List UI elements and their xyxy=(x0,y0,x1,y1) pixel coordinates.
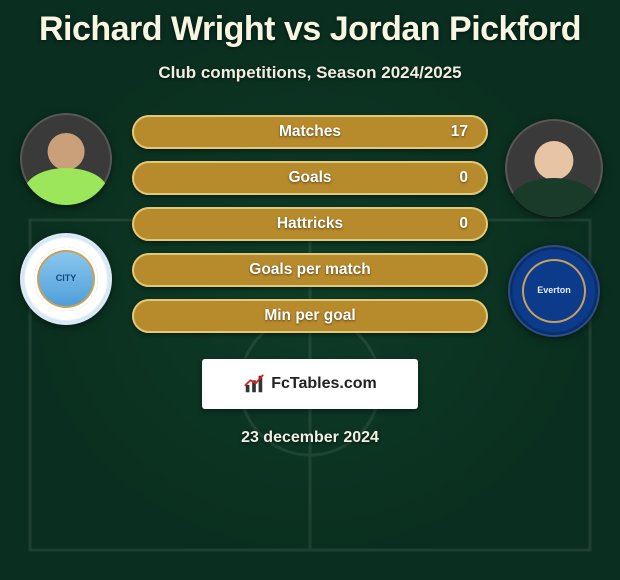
avatar-body xyxy=(25,168,108,205)
right-club-badge: Everton xyxy=(508,245,600,337)
stat-label: Min per goal xyxy=(264,307,355,325)
left-player-column: CITY xyxy=(6,113,126,325)
stat-value-right: 0 xyxy=(459,215,468,233)
avatar-head xyxy=(534,141,573,180)
stat-pill: Goals per match xyxy=(132,253,488,287)
left-club-badge: CITY xyxy=(20,233,112,325)
stat-pill: Matches 17 xyxy=(132,115,488,149)
right-player-avatar xyxy=(505,119,603,217)
stat-label: Goals xyxy=(288,169,331,187)
page-title: Richard Wright vs Jordan Pickford xyxy=(0,10,620,49)
right-player-column: Everton xyxy=(494,119,614,337)
brand-text: FcTables.com xyxy=(271,375,377,393)
badge-text: CITY xyxy=(54,272,79,286)
badge-text: Everton xyxy=(535,284,573,298)
stat-label: Hattricks xyxy=(277,215,343,233)
comparison-row: CITY Matches 17 Goals 0 Hattricks 0 Goals per … xyxy=(0,113,620,337)
page-subtitle: Club competitions, Season 2024/2025 xyxy=(0,63,620,83)
brand-badge: FcTables.com xyxy=(202,359,418,409)
chart-icon xyxy=(243,373,265,395)
stats-column: Matches 17 Goals 0 Hattricks 0 Goals per match… xyxy=(126,115,494,333)
stat-label: Goals per match xyxy=(249,261,370,279)
stat-pill: Goals 0 xyxy=(132,161,488,195)
badge-inner: Everton xyxy=(522,259,586,323)
stat-label: Matches xyxy=(279,123,341,141)
avatar-head xyxy=(48,133,85,170)
infographic-root: Richard Wright vs Jordan Pickford Club c… xyxy=(0,0,620,580)
stat-pill: Hattricks 0 xyxy=(132,207,488,241)
stat-pill: Min per goal xyxy=(132,299,488,333)
stat-value-right: 17 xyxy=(451,123,468,141)
avatar-body xyxy=(510,178,598,217)
date-text: 23 december 2024 xyxy=(0,429,620,447)
badge-inner: CITY xyxy=(34,247,98,311)
left-player-avatar xyxy=(20,113,112,205)
stat-value-right: 0 xyxy=(459,169,468,187)
